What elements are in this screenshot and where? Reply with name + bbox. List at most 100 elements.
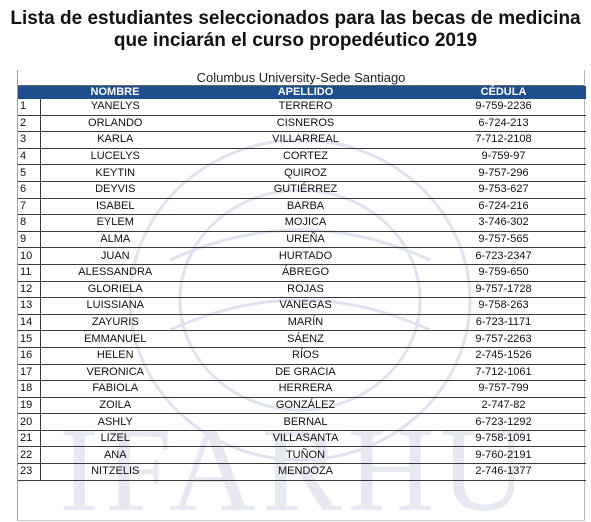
student-id: 9-760-2191: [421, 446, 586, 465]
student-surname: QUIROZ: [190, 164, 421, 182]
student-surname: SÁENZ: [190, 330, 421, 348]
row-number: 3: [18, 131, 41, 149]
header-number: [18, 86, 40, 99]
table-row: 18 FABIOLA HERRERA 9-757-799: [18, 380, 586, 398]
student-id: 2-747-82: [421, 397, 586, 415]
title-line-2: que inciarán el curso propedéutico 2019: [113, 30, 478, 51]
table-row: 7 ISABEL BARBA 6-724-216: [18, 198, 586, 216]
table-row: 19 ZOILA GONZÁLEZ 2-747-82: [18, 397, 586, 415]
student-surname: HERRERA: [190, 380, 421, 398]
student-surname: VANEGAS: [190, 297, 421, 315]
student-name: ASHLY: [40, 413, 190, 431]
student-id: 6-724-216: [421, 198, 586, 216]
student-name: KARLA: [40, 131, 190, 149]
student-id: 9-757-799: [421, 380, 586, 398]
table-row: 12 GLORIELA ROJAS 9-757-1728: [18, 281, 586, 299]
student-surname: CISNEROS: [190, 115, 421, 133]
header-surname: APELLIDO: [190, 86, 421, 99]
row-number: 7: [18, 198, 41, 216]
student-name: YANELYS: [40, 99, 190, 116]
student-name: GLORIELA: [40, 281, 190, 299]
student-name: JUAN: [40, 247, 190, 265]
row-number: 2: [18, 115, 41, 133]
student-id: 9-758-1091: [421, 430, 586, 448]
header-name: NOMBRE: [40, 86, 190, 99]
student-name: ZOILA: [40, 397, 190, 415]
row-number: 5: [18, 164, 41, 182]
student-surname: DE GRACIA: [190, 364, 421, 382]
row-number: 11: [18, 264, 41, 282]
row-number: 13: [18, 297, 41, 315]
student-name: ISABEL: [40, 198, 190, 216]
table-header-row: NOMBRE APELLIDO CÉDULA: [18, 86, 586, 99]
table-row: 23 NITZELIS MENDOZA 2-746-1377: [18, 463, 586, 481]
student-surname: BERNAL: [190, 413, 421, 431]
table-row: 3 KARLA VILLARREAL 7-712-2108: [18, 131, 586, 149]
student-id: 3-746-302: [421, 214, 586, 232]
student-table: NOMBRE APELLIDO CÉDULA 1 YANELYS TERRERO 9-…: [18, 86, 586, 481]
student-id: 9-757-1728: [421, 281, 586, 299]
row-number: 6: [18, 181, 41, 199]
row-number: 19: [18, 397, 41, 415]
university-heading: Columbus University-Sede Santiago: [18, 70, 584, 86]
table-row: 20 ASHLY BERNAL 6-723-1292: [18, 413, 586, 431]
row-number: 14: [18, 314, 41, 332]
table-row: 15 EMMANUEL SÁENZ 9-757-2263: [18, 330, 586, 348]
student-name: VERONICA: [40, 364, 190, 382]
student-surname: CORTEZ: [190, 148, 421, 166]
table-row: 9 ALMA UREÑA 9-757-565: [18, 231, 586, 249]
student-id: 9-757-2263: [421, 330, 586, 348]
student-surname: UREÑA: [190, 231, 421, 249]
row-number: 17: [18, 364, 41, 382]
table-row: 1 YANELYS TERRERO 9-759-2236: [18, 99, 586, 116]
student-surname: ROJAS: [190, 281, 421, 299]
table-row: 8 EYLEM MOJICA 3-746-302: [18, 214, 586, 232]
student-id: 2-745-1526: [421, 347, 586, 365]
student-surname: GUTIÉRREZ: [190, 181, 421, 199]
header-id: CÉDULA: [421, 86, 586, 99]
student-surname: VILLARREAL: [190, 131, 421, 149]
student-id: 6-724-213: [421, 115, 586, 133]
student-id: 9-758-263: [421, 297, 586, 315]
student-id: 6-723-1292: [421, 413, 586, 431]
student-surname: TERRERO: [190, 99, 421, 116]
student-id: 9-757-565: [421, 231, 586, 249]
student-id: 9-759-2236: [421, 99, 586, 116]
row-number: 22: [18, 446, 41, 465]
student-surname: TUÑON: [190, 446, 421, 465]
student-name: EYLEM: [40, 214, 190, 232]
row-number: 4: [18, 148, 41, 166]
student-name: HELEN: [40, 347, 190, 365]
student-name: ALESSANDRA: [40, 264, 190, 282]
student-id: 7-712-2108: [421, 131, 586, 149]
student-name: EMMANUEL: [40, 330, 190, 348]
row-number: 21: [18, 430, 41, 448]
student-id: 7-712-1061: [421, 364, 586, 382]
student-surname: VILLASANTA: [190, 430, 421, 448]
student-id: 9-753-627: [421, 181, 586, 199]
student-name: LUCELYS: [40, 148, 190, 166]
spreadsheet: Columbus University-Sede Santiago NOMBRE…: [17, 70, 586, 521]
row-number: 20: [18, 413, 41, 431]
table-row: 21 LIZEL VILLASANTA 9-758-1091: [18, 430, 586, 448]
row-number: 8: [18, 214, 41, 232]
table-body: 1 YANELYS TERRERO 9-759-2236 2 ORLANDO CISNERO…: [18, 99, 586, 481]
row-number: 10: [18, 247, 41, 265]
table-row: 22 ANA TUÑON 9-760-2191: [18, 446, 586, 465]
row-number: 12: [18, 281, 41, 299]
row-number: 23: [18, 463, 41, 481]
table-row: 10 JUAN HURTADO 6-723-2347: [18, 247, 586, 265]
student-name: LIZEL: [40, 430, 190, 448]
row-number: 9: [18, 231, 41, 249]
row-number: 1: [18, 99, 41, 116]
table-row: 2 ORLANDO CISNEROS 6-724-213: [18, 115, 586, 133]
table-row: 17 VERONICA DE GRACIA 7-712-1061: [18, 364, 586, 382]
student-surname: MARÍN: [190, 314, 421, 332]
student-id: 6-723-2347: [421, 247, 586, 265]
row-number: 18: [18, 380, 41, 398]
table-row: 4 LUCELYS CORTEZ 9-759-97: [18, 148, 586, 166]
table-row: 5 KEYTIN QUIROZ 9-757-296: [18, 164, 586, 182]
table-row: 6 DEYVIS GUTIÉRREZ 9-753-627: [18, 181, 586, 199]
student-name: ANA: [40, 446, 190, 465]
student-name: ORLANDO: [40, 115, 190, 133]
